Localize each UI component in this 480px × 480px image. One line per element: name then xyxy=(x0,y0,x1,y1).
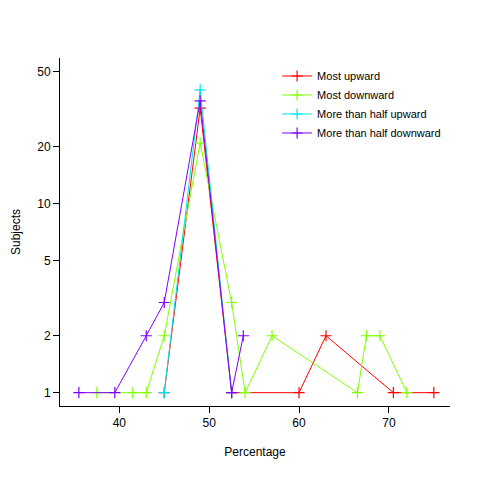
svg-text:50: 50 xyxy=(37,65,51,79)
svg-text:Most downward: Most downward xyxy=(317,89,394,101)
svg-text:Subjects: Subjects xyxy=(9,209,23,255)
svg-text:50: 50 xyxy=(202,416,216,430)
svg-text:10: 10 xyxy=(37,197,51,211)
svg-text:Percentage: Percentage xyxy=(224,445,286,459)
svg-text:More than half upward: More than half upward xyxy=(317,108,426,120)
svg-text:70: 70 xyxy=(382,416,396,430)
svg-text:40: 40 xyxy=(113,416,127,430)
svg-text:20: 20 xyxy=(37,140,51,154)
svg-text:5: 5 xyxy=(44,254,51,268)
svg-text:More than half downward: More than half downward xyxy=(317,127,441,139)
svg-text:1: 1 xyxy=(44,386,51,400)
svg-text:2: 2 xyxy=(44,329,51,343)
svg-text:Most upward: Most upward xyxy=(317,70,380,82)
svg-text:60: 60 xyxy=(292,416,306,430)
